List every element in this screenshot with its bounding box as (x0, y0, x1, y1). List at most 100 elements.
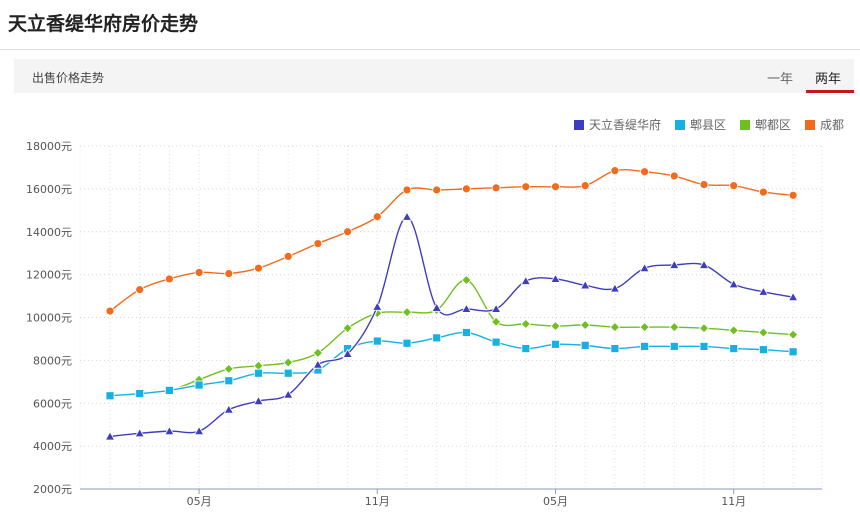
data-point-pixian (551, 339, 560, 349)
divider (0, 49, 860, 50)
data-point-chengdu (491, 183, 501, 193)
data-point-pidu (283, 357, 294, 368)
data-point-chengdu (788, 190, 798, 200)
legend-item-pidu[interactable]: 郫都区 (739, 116, 791, 133)
data-point-pixian (432, 333, 442, 343)
data-point-pixian (521, 344, 531, 353)
legend-item-chengdu[interactable]: 成都 (804, 116, 844, 133)
legend-swatch (739, 119, 750, 130)
data-point-pidu (639, 322, 650, 333)
data-point-tianli (401, 211, 413, 221)
data-point-chengdu (759, 187, 768, 197)
data-point-pidu (728, 325, 739, 336)
data-point-chengdu (729, 181, 739, 191)
data-point-pixian (491, 337, 501, 347)
data-point-chengdu (164, 274, 174, 284)
data-point-pixian (224, 376, 234, 386)
data-point-chengdu (135, 285, 145, 295)
data-point-pidu (223, 363, 234, 375)
data-point-tianli (698, 259, 710, 269)
data-point-tianli (253, 395, 264, 406)
legend-item-pixian[interactable]: 郫县区 (674, 116, 726, 133)
section-label: 出售价格走势 (32, 71, 105, 85)
data-point-pixian (164, 385, 174, 395)
data-point-tianli (193, 425, 205, 436)
y-tick-label: 10000元 (26, 312, 72, 325)
y-tick-label: 16000元 (26, 183, 72, 196)
data-point-tianli (342, 348, 353, 358)
y-tick-label: 18000元 (26, 140, 72, 153)
data-point-pidu (698, 323, 710, 334)
data-point-pixian (461, 328, 471, 337)
data-point-pixian (699, 342, 709, 351)
data-point-pixian (254, 368, 263, 378)
data-point-pixian (372, 336, 382, 346)
data-point-chengdu (521, 182, 531, 192)
legend-label: 成都 (819, 118, 844, 132)
data-point-pidu (461, 274, 472, 286)
legend-swatch (573, 119, 584, 130)
series-line-pixian (109, 331, 794, 397)
data-point-tianli (283, 389, 294, 399)
data-point-pixian (788, 347, 798, 357)
data-point-pixian (729, 344, 739, 353)
data-point-tianli (609, 283, 621, 293)
series-line-pidu (109, 279, 794, 398)
data-point-chengdu (699, 180, 709, 189)
legend-label: 郫县区 (689, 118, 726, 132)
data-point-tianli (669, 259, 680, 269)
x-tick-label: 05月 (543, 495, 568, 508)
data-point-tianli (639, 262, 650, 273)
data-point-tianli (164, 425, 175, 436)
data-point-chengdu (283, 252, 293, 261)
data-point-chengdu (402, 185, 412, 195)
legend-label: 郫都区 (754, 118, 791, 132)
data-point-chengdu (105, 306, 115, 316)
y-tick-label: 14000元 (26, 226, 72, 239)
x-tick-label: 11月 (365, 495, 390, 508)
legend-swatch (674, 119, 685, 130)
legend-item-tianli[interactable]: 天立香缇华府 (573, 116, 661, 133)
data-point-tianli (431, 302, 442, 312)
data-point-pixian (669, 342, 679, 351)
data-point-pidu (788, 329, 799, 340)
data-point-tianli (372, 301, 383, 311)
tab-two-years[interactable]: 两年 (815, 72, 842, 87)
y-tick-label: 12000元 (26, 269, 72, 282)
data-point-pidu (609, 322, 620, 333)
data-point-chengdu (669, 171, 679, 181)
data-point-tianli (490, 303, 502, 313)
y-tick-label: 2000元 (33, 483, 72, 496)
data-point-pixian (135, 389, 145, 399)
data-point-pidu (401, 307, 413, 318)
y-tick-label: 8000元 (33, 354, 72, 367)
y-tick-label: 4000元 (33, 440, 72, 453)
data-point-pidu (550, 321, 561, 332)
data-point-chengdu (580, 181, 590, 191)
data-point-tianli (580, 280, 591, 290)
data-point-pixian (283, 368, 293, 378)
data-point-pixian (640, 342, 649, 351)
data-point-tianli (461, 303, 472, 313)
data-point-chengdu (551, 182, 560, 192)
data-point-tianli (550, 273, 561, 283)
data-point-pidu (312, 347, 323, 358)
data-point-tianli (787, 291, 799, 302)
data-point-pixian (580, 340, 590, 350)
series-line-halo-pidu (109, 278, 794, 399)
data-point-pixian (194, 380, 204, 390)
data-point-chengdu (461, 184, 471, 194)
data-point-tianli (134, 427, 145, 438)
data-point-tianli (312, 359, 324, 369)
legend-label: 天立香缇华府 (588, 118, 661, 132)
tab-one-year[interactable]: 一年 (767, 72, 794, 87)
data-point-pidu (580, 319, 591, 331)
legend-swatch (804, 119, 815, 130)
data-point-tianli (520, 275, 531, 285)
section-header-bar: 出售价格走势 一年 两年 (14, 59, 854, 93)
data-point-chengdu (313, 239, 323, 248)
data-point-chengdu (372, 212, 382, 222)
active-tab-indicator (806, 90, 854, 93)
data-point-pixian (402, 338, 412, 348)
